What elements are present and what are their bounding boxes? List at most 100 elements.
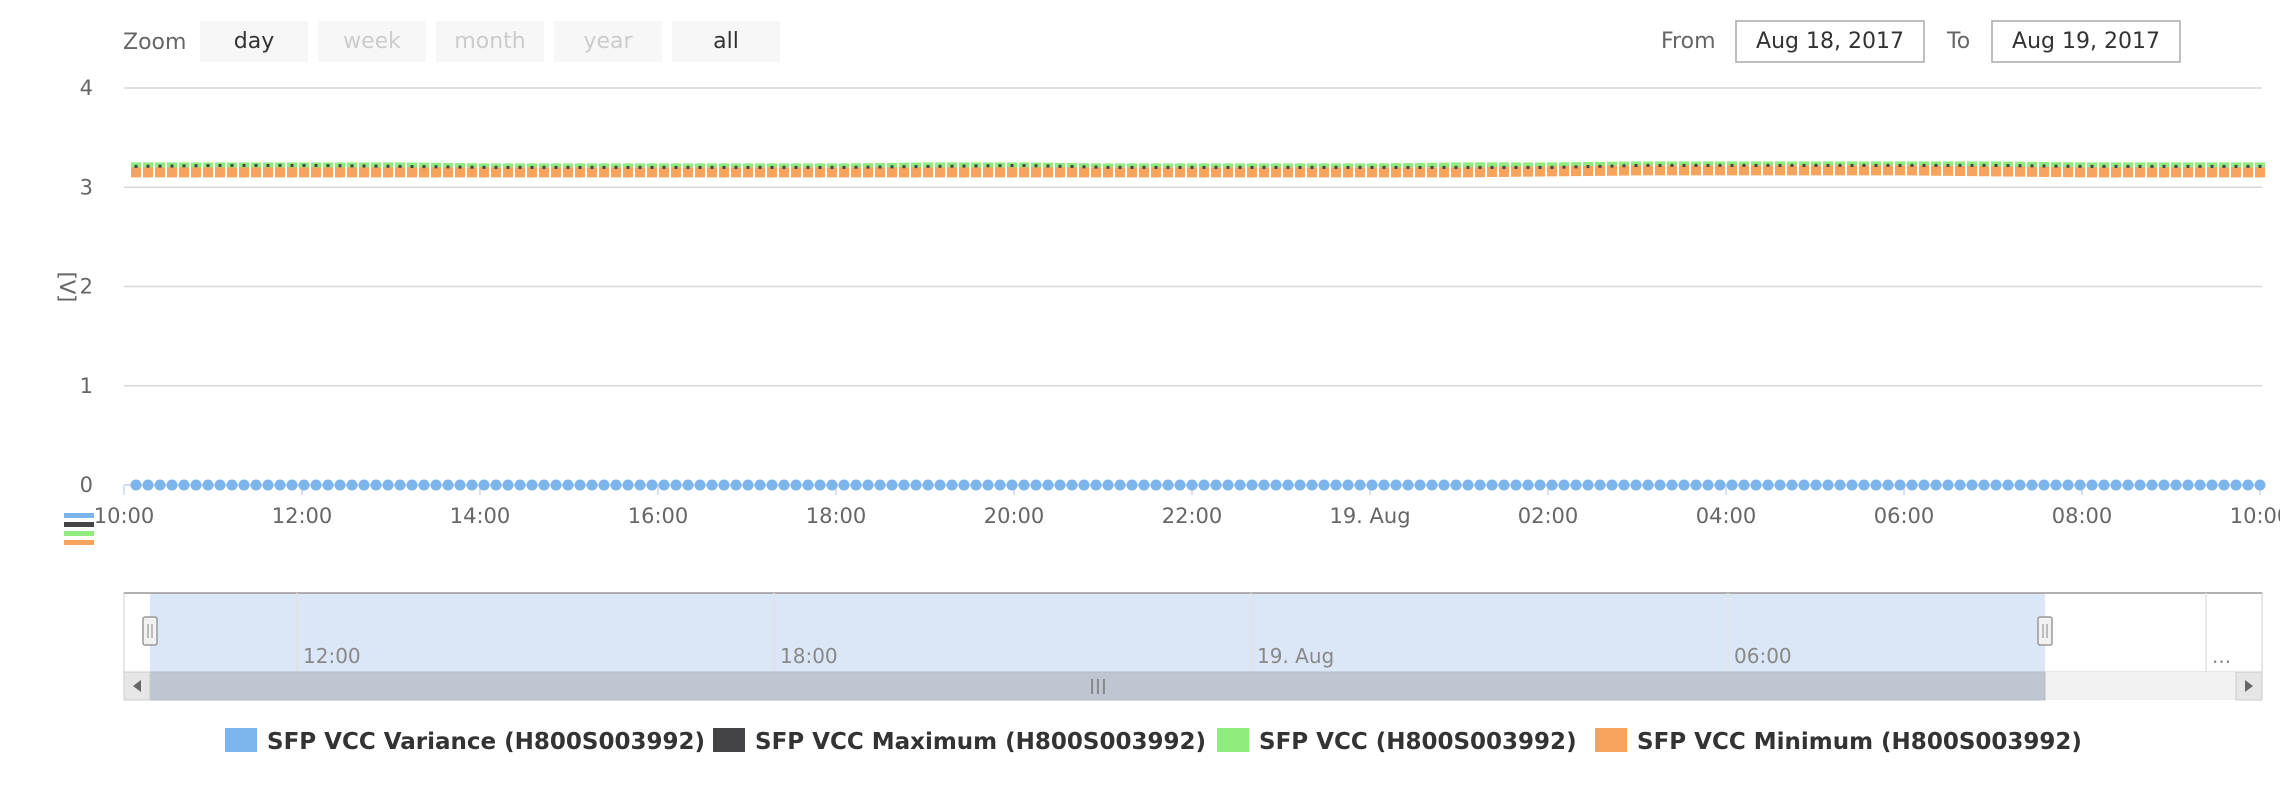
legend-symbol[interactable] [225,728,257,752]
data-point [1334,165,1338,169]
zoom-button-label[interactable]: day [234,29,274,54]
data-point [1934,163,1938,167]
data-point [1286,165,1290,169]
scrollbar-thumb[interactable] [149,671,2046,701]
data-point [755,167,765,178]
data-point [1751,165,1761,176]
data-point [407,167,417,178]
data-point [2170,479,2182,491]
data-point [1426,479,1438,491]
data-point [743,167,753,178]
data-point [818,165,822,169]
data-point [626,165,630,169]
data-point [1727,165,1737,176]
data-point [1427,167,1437,178]
zoom-button-bg [318,21,426,62]
data-point [1462,479,1474,491]
data-point [1079,167,1089,178]
data-point [671,167,681,178]
legend-label[interactable]: SFP VCC Maximum (H800S003992) [755,729,1206,755]
zoom-button-bg[interactable] [672,21,780,62]
data-point [874,479,886,491]
zoom-button-all[interactable]: all [672,21,780,62]
data-point [2230,479,2242,491]
data-point [1907,165,1917,176]
x-tick-label: 10:00 [94,504,155,528]
data-point [1886,163,1890,167]
zoom-button-bg[interactable] [200,21,308,62]
data-point [182,164,186,168]
data-point [1714,479,1726,491]
zoom-button-day[interactable]: day [200,21,308,62]
legend-item-vcc[interactable]: SFP VCC (H800S003992) [1217,728,1577,755]
handle-body[interactable] [142,616,158,646]
data-point [1883,165,1893,176]
data-point [394,479,406,491]
navigator-right-handle[interactable] [2037,616,2053,646]
to-label: To [1946,29,1970,54]
legend-label[interactable]: SFP VCC Minimum (H800S003992) [1637,729,2082,755]
legend-item-variance[interactable]: SFP VCC Variance (H800S003992) [225,728,705,755]
navigator-selection[interactable] [150,593,2045,672]
data-point [1054,479,1066,491]
data-point [1415,167,1425,178]
data-point [598,479,610,491]
legend-label[interactable]: SFP VCC (H800S003992) [1259,729,1577,755]
data-point [1394,165,1398,169]
data-point [203,167,213,178]
data-point [2110,479,2122,491]
x-tick-label: 06:00 [1874,504,1935,528]
data-point [926,164,930,168]
data-point [602,165,606,169]
data-point [1106,165,1110,169]
data-point [479,167,489,178]
legend-symbol[interactable] [1217,728,1249,752]
y-axis-title: [V] [55,272,79,303]
data-point [718,479,730,491]
data-point [1690,479,1702,491]
scroll-right-arrow-icon[interactable] [2245,680,2253,692]
data-point [2027,166,2037,177]
legend-label[interactable]: SFP VCC Variance (H800S003992) [267,729,705,755]
legend-item-minimum[interactable]: SFP VCC Minimum (H800S003992) [1595,728,2082,755]
data-point [1030,479,1042,491]
navigator-left-handle[interactable] [142,616,158,646]
data-point [734,165,738,169]
zoom-button-week: week [318,21,426,62]
data-point [191,167,201,178]
data-point [1078,479,1090,491]
data-point [1310,165,1314,169]
data-point [1367,167,1377,178]
zoom-label: Zoom [123,30,186,55]
data-point [1246,479,1258,491]
legend-symbol[interactable] [1595,728,1627,752]
from-date-value[interactable]: Aug 18, 2017 [1756,29,1904,54]
data-point [230,163,234,167]
from-date-box[interactable] [1735,20,1925,63]
data-point [2234,164,2238,168]
data-point [1838,163,1842,167]
zoom-button-label[interactable]: all [713,29,739,54]
data-point [658,479,670,491]
to-date-value[interactable]: Aug 19, 2017 [2012,29,2160,54]
legend-symbol[interactable] [713,728,745,752]
data-point [2231,167,2241,178]
data-point [1010,164,1014,168]
data-point [1946,163,1950,167]
to-date-box[interactable] [1991,20,2181,63]
legend-item-maximum[interactable]: SFP VCC Maximum (H800S003992) [713,728,1206,755]
data-point [1175,167,1185,178]
data-point [1694,163,1698,167]
y-tick-label: 2 [80,275,93,299]
scroll-left-arrow-icon[interactable] [133,680,141,692]
to-date-input[interactable]: Aug 19, 2017 [1991,20,2181,63]
from-date-input[interactable]: Aug 18, 2017 [1735,20,1925,63]
data-point [266,163,270,167]
data-point [1678,479,1690,491]
data-point [430,479,442,491]
data-point [154,479,166,491]
data-point [431,167,441,178]
scrollbar-grip[interactable]: III [1089,675,1107,699]
handle-body[interactable] [2037,616,2053,646]
data-point [878,165,882,169]
